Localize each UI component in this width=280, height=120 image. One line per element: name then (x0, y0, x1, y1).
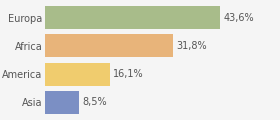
Text: 31,8%: 31,8% (176, 41, 207, 51)
Bar (45, 34, 173, 57)
Bar (45, 91, 79, 114)
Bar (45, 6, 220, 29)
Text: 43,6%: 43,6% (223, 13, 254, 23)
Text: 8,5%: 8,5% (82, 97, 107, 107)
Text: 16,1%: 16,1% (113, 69, 144, 79)
Bar (45, 63, 110, 86)
